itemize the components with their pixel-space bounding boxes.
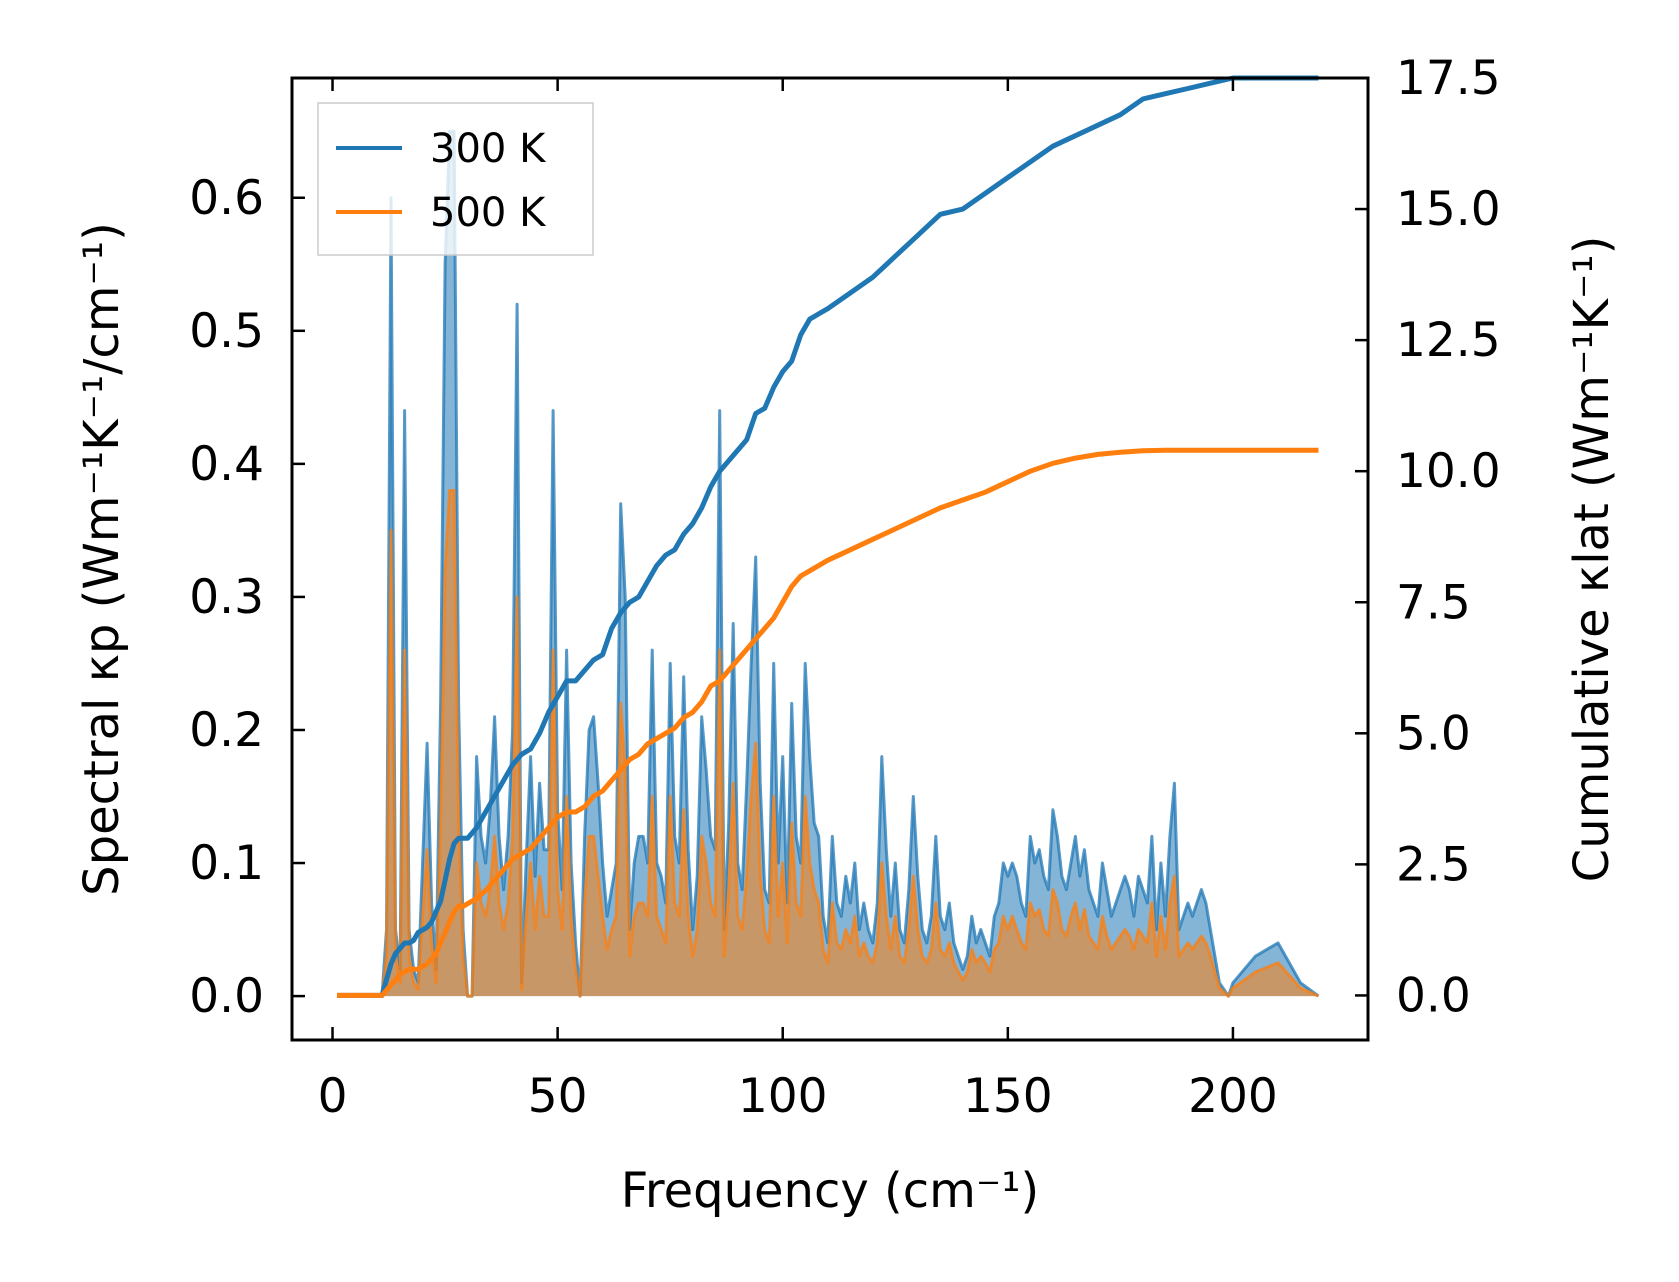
y-axis-left-title: Spectral κp (Wm⁻¹K⁻¹/cm⁻¹) bbox=[74, 222, 130, 896]
y-right-tick-label: 0.0 bbox=[1396, 968, 1471, 1023]
x-tick-label: 50 bbox=[528, 1069, 588, 1124]
y-right-tick-label: 2.5 bbox=[1396, 837, 1471, 892]
cumulative-line-500k bbox=[337, 447, 1319, 998]
spectral-fill-layer bbox=[337, 131, 1319, 997]
tick-label-layer: 0 50 100 150 200 0.0 0.1 0.2 0.3 0.4 0.5 0.6 0.0 2.5 5… bbox=[189, 51, 1500, 1124]
tick-layer bbox=[292, 76, 1368, 1040]
y-right-tick-label: 5.0 bbox=[1396, 706, 1471, 761]
y-right-tick-label: 7.5 bbox=[1396, 575, 1471, 630]
legend: 300 K 500 K bbox=[317, 102, 594, 256]
spectral-area-300k bbox=[337, 131, 1319, 997]
y-right-tick-label: 10.0 bbox=[1396, 444, 1501, 499]
x-tick-label: 0 bbox=[318, 1069, 348, 1124]
plot-frame bbox=[290, 76, 1370, 1042]
x-tick-label: 150 bbox=[963, 1069, 1053, 1124]
y-left-tick-label: 0.1 bbox=[189, 836, 264, 891]
y-right-tick-label: 15.0 bbox=[1396, 182, 1501, 237]
spectral-line-layer bbox=[337, 129, 1320, 998]
y-left-tick-label: 0.5 bbox=[189, 304, 264, 359]
y-left-tick-label: 0.3 bbox=[189, 570, 264, 625]
legend-label-500k: 500 K bbox=[430, 190, 547, 236]
spectral-line-500k bbox=[337, 489, 1320, 998]
legend-box bbox=[317, 102, 594, 256]
x-tick-label: 200 bbox=[1188, 1069, 1278, 1124]
legend-label-300k: 300 K bbox=[430, 126, 547, 172]
y-axis-right-title: Cumulative κlat (Wm⁻¹K⁻¹) bbox=[1564, 236, 1620, 883]
x-axis-title: Frequency (cm⁻¹) bbox=[621, 1163, 1039, 1219]
x-tick-label: 100 bbox=[738, 1069, 828, 1124]
y-left-tick-label: 0.4 bbox=[189, 437, 264, 492]
y-left-tick-label: 0.2 bbox=[189, 703, 264, 758]
y-left-tick-label: 0.6 bbox=[189, 171, 264, 226]
y-right-tick-label: 17.5 bbox=[1396, 51, 1501, 106]
cumulative-line-layer bbox=[337, 75, 1319, 998]
cumulative-line-300k bbox=[337, 75, 1319, 998]
y-left-tick-label: 0.0 bbox=[189, 969, 264, 1024]
y-right-tick-label: 12.5 bbox=[1396, 313, 1501, 368]
